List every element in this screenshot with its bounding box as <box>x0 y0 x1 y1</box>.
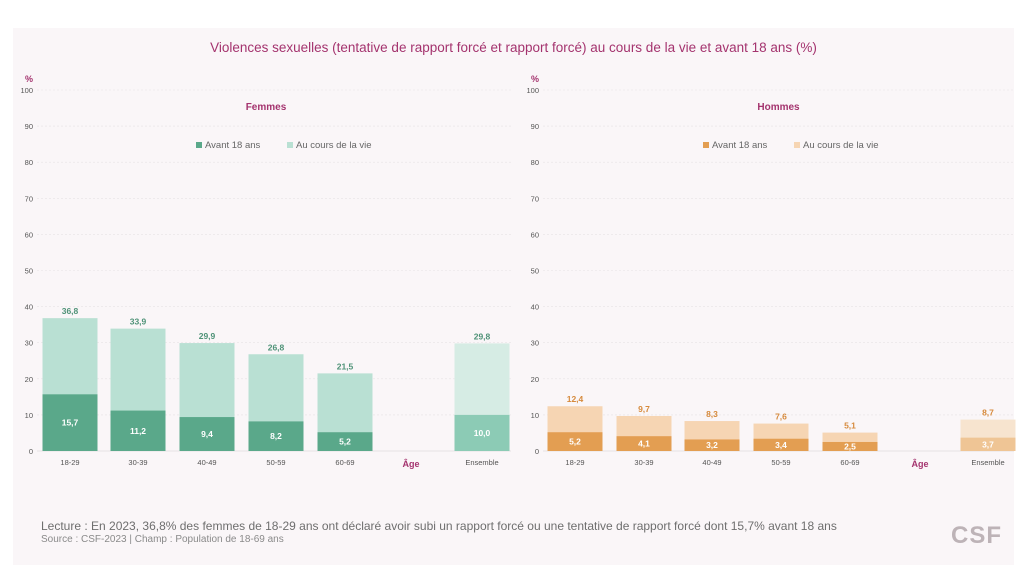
femmes-bar-avant <box>317 432 373 451</box>
femmes-legend-vie: Au cours de la vie <box>296 140 372 151</box>
hommes-y-tick: 40 <box>531 303 539 312</box>
hommes-x-tick: 30-39 <box>634 458 653 467</box>
femmes-x-tick: 60-69 <box>335 458 354 467</box>
femmes-legend-avant: Avant 18 ans <box>205 140 261 151</box>
source-note: Source : CSF-2023 | Champ : Population d… <box>41 534 284 545</box>
hommes-label-vie: 7,6 <box>775 412 787 422</box>
csf-logo: CSF <box>951 522 1002 549</box>
femmes-bar-avant <box>179 417 235 451</box>
hommes-label-avant: 3,4 <box>775 440 787 450</box>
hommes-x-axis-label: Âge <box>911 458 928 469</box>
femmes-panel-title: Femmes <box>246 102 287 113</box>
femmes-y-tick: 0 <box>29 447 33 456</box>
hommes-y-tick: 20 <box>531 375 539 384</box>
hommes-legend-avant: Avant 18 ans <box>712 140 768 151</box>
femmes-label-vie: 29,9 <box>199 331 216 341</box>
femmes-legend-swatch-vie <box>287 142 293 148</box>
hommes-label-avant: 3,2 <box>706 440 718 450</box>
hommes-label-vie: 8,3 <box>706 409 718 419</box>
hommes-label-avant: 2,5 <box>844 441 856 451</box>
hommes-label-vie: 12,4 <box>567 394 584 404</box>
hommes-label-avant: 4,1 <box>638 439 650 449</box>
hommes-x-tick: Ensemble <box>971 458 1004 467</box>
hommes-y-tick: 90 <box>531 122 539 131</box>
femmes-bar-avant <box>454 414 510 451</box>
hommes-y-tick: 70 <box>531 194 539 203</box>
hommes-legend-swatch-avant <box>703 142 709 148</box>
femmes-y-tick: 30 <box>25 339 33 348</box>
femmes-x-tick: 18-29 <box>60 458 79 467</box>
femmes-y-tick: 40 <box>25 303 33 312</box>
hommes-label-vie: 5,1 <box>844 421 856 431</box>
femmes-x-tick: Ensemble <box>465 458 498 467</box>
hommes-bar-avant <box>616 436 672 451</box>
femmes-bar-avant <box>42 394 98 451</box>
hommes-label-vie: 9,7 <box>638 404 650 414</box>
femmes-label-avant: 5,2 <box>339 437 351 447</box>
femmes-label-avant: 10,0 <box>474 428 491 438</box>
chart-hommes: 0 10 20 30 40 50 60 70 80 90 100% Hommes Avant 18 an… <box>526 74 1016 469</box>
femmes-bar-avant <box>248 421 304 451</box>
hommes-bar-avant <box>547 432 603 451</box>
hommes-x-tick: 18-29 <box>565 458 584 467</box>
hommes-panel-title: Hommes <box>757 102 800 113</box>
hommes-y-tick: 0 <box>535 447 539 456</box>
hommes-y-axis-label: % <box>531 74 539 84</box>
femmes-x-tick: 50-59 <box>266 458 285 467</box>
hommes-legend-swatch-vie <box>794 142 800 148</box>
femmes-label-vie: 36,8 <box>62 306 79 316</box>
hommes-bar-avant <box>822 441 878 451</box>
hommes-y-tick: 80 <box>531 158 539 167</box>
hommes-bar-avant <box>753 438 809 451</box>
femmes-label-avant: 9,4 <box>201 429 213 439</box>
hommes-y-tick: 10 <box>531 411 539 420</box>
hommes-label-vie: 8,7 <box>982 408 994 418</box>
chart-card: Violences sexuelles (tentative de rappor… <box>13 28 1016 565</box>
hommes-y-tick: 30 <box>531 339 539 348</box>
hommes-bar-avant <box>960 437 1016 451</box>
chart-title: Violences sexuelles (tentative de rappor… <box>210 40 817 55</box>
femmes-label-vie: 26,8 <box>268 342 285 352</box>
femmes-x-tick: 40-49 <box>197 458 216 467</box>
femmes-label-vie: 21,5 <box>337 361 354 371</box>
hommes-label-avant: 5,2 <box>569 437 581 447</box>
femmes-label-vie: 29,8 <box>474 331 491 341</box>
hommes-label-avant: 3,7 <box>982 439 994 449</box>
hommes-y-tick: 100 <box>526 86 539 95</box>
femmes-y-tick: 50 <box>25 267 33 276</box>
hommes-x-tick: 50-59 <box>771 458 790 467</box>
femmes-y-tick: 70 <box>25 194 33 203</box>
femmes-x-tick: 30-39 <box>128 458 147 467</box>
femmes-legend-swatch-avant <box>196 142 202 148</box>
femmes-y-tick: 90 <box>25 122 33 131</box>
chart-femmes: 0 10 20 30 40 50 60 70 80 90 100% Femmes Avant 18 an… <box>20 74 511 469</box>
femmes-x-axis-label: Âge <box>402 458 419 469</box>
femmes-y-tick: 100 <box>20 86 33 95</box>
femmes-label-vie: 33,9 <box>130 317 147 327</box>
hommes-bar-avant <box>684 439 740 451</box>
femmes-y-tick: 60 <box>25 230 33 239</box>
lecture-note: Lecture : En 2023, 36,8% des femmes de 1… <box>41 519 837 533</box>
femmes-y-tick: 20 <box>25 375 33 384</box>
femmes-y-tick: 10 <box>25 411 33 420</box>
hommes-y-tick: 60 <box>531 230 539 239</box>
hommes-legend-vie: Au cours de la vie <box>803 140 879 151</box>
femmes-bar-avant <box>110 410 166 451</box>
femmes-label-avant: 8,2 <box>270 431 282 441</box>
femmes-y-axis-label: % <box>25 74 33 84</box>
hommes-x-tick: 40-49 <box>702 458 721 467</box>
hommes-x-tick: 60-69 <box>840 458 859 467</box>
hommes-y-tick: 50 <box>531 267 539 276</box>
femmes-y-tick: 80 <box>25 158 33 167</box>
femmes-label-avant: 11,2 <box>130 426 146 436</box>
femmes-label-avant: 15,7 <box>62 418 79 428</box>
